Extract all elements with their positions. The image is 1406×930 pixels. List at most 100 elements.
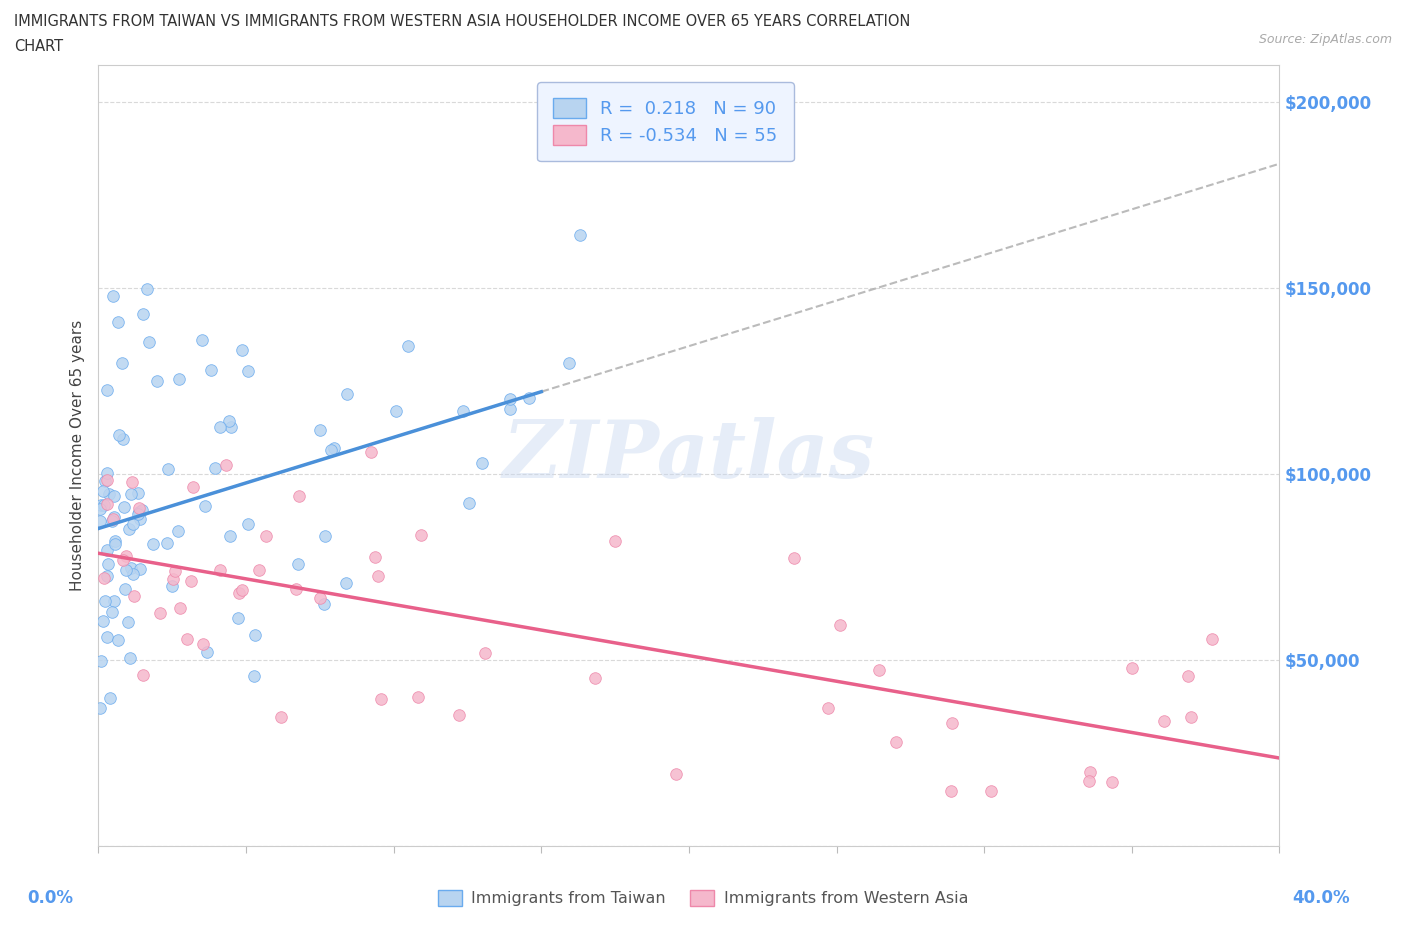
Text: IMMIGRANTS FROM TAIWAN VS IMMIGRANTS FROM WESTERN ASIA HOUSEHOLDER INCOME OVER 6: IMMIGRANTS FROM TAIWAN VS IMMIGRANTS FRO… (14, 14, 911, 29)
Point (103, 288, 125, 303)
Point (194, 498, 217, 513)
Point (319, 443, 342, 458)
Point (97, 557, 120, 572)
Text: 0.0%: 0.0% (28, 889, 73, 908)
Point (370, 691, 392, 706)
Point (517, 390, 540, 405)
Y-axis label: Householder Income Over 65 years: Householder Income Over 65 years (70, 320, 86, 591)
Point (142, 537, 165, 551)
Point (408, 689, 430, 704)
Point (115, 563, 138, 578)
Point (166, 524, 188, 538)
Point (128, 512, 150, 526)
Point (96, 497, 118, 512)
Point (828, 618, 851, 632)
Point (884, 735, 907, 750)
Point (89, 501, 111, 516)
Point (254, 529, 277, 544)
Text: CHART: CHART (14, 39, 63, 54)
Point (103, 488, 125, 503)
Point (868, 662, 890, 677)
Point (396, 339, 419, 353)
Point (1177, 668, 1199, 683)
Point (204, 461, 226, 476)
Point (335, 576, 357, 591)
Point (91, 484, 114, 498)
Point (117, 614, 139, 629)
Point (309, 591, 332, 605)
Point (169, 601, 191, 616)
Point (156, 461, 179, 476)
Point (111, 355, 134, 370)
Point (132, 307, 155, 322)
Point (180, 574, 202, 589)
Point (228, 586, 250, 601)
Point (1201, 631, 1223, 646)
Point (447, 708, 470, 723)
Point (96, 629, 118, 644)
Point (96, 466, 118, 481)
Point (471, 456, 494, 471)
Point (120, 651, 142, 666)
Point (980, 783, 1002, 798)
Point (93, 571, 115, 586)
Point (665, 766, 688, 781)
Point (176, 631, 198, 646)
Point (219, 528, 242, 543)
Point (90, 654, 112, 669)
Point (941, 715, 963, 730)
Point (98, 690, 121, 705)
Point (817, 700, 839, 715)
Point (138, 335, 160, 350)
Point (163, 564, 186, 578)
Point (91, 614, 114, 629)
Point (360, 445, 382, 459)
Point (236, 517, 259, 532)
Point (120, 561, 142, 576)
Point (103, 593, 125, 608)
Point (114, 549, 136, 564)
Point (114, 581, 136, 596)
Point (107, 314, 129, 329)
Point (236, 364, 259, 379)
Point (1180, 710, 1202, 724)
Point (89, 513, 111, 528)
Point (208, 419, 231, 434)
Point (309, 422, 332, 437)
Point (103, 510, 125, 525)
Point (160, 578, 183, 593)
Point (226, 610, 249, 625)
Point (215, 458, 238, 472)
Point (287, 557, 309, 572)
Point (605, 533, 627, 548)
Text: ZIPatlas: ZIPatlas (503, 417, 875, 495)
Point (131, 502, 153, 517)
Point (124, 588, 146, 603)
Legend: Immigrants from Taiwan, Immigrants from Western Asia: Immigrants from Taiwan, Immigrants from … (432, 884, 974, 912)
Point (135, 282, 157, 297)
Point (103, 534, 125, 549)
Point (191, 637, 214, 652)
Point (558, 355, 581, 370)
Point (367, 569, 389, 584)
Point (458, 496, 481, 511)
Point (243, 628, 266, 643)
Point (107, 632, 129, 647)
Point (499, 402, 522, 417)
Point (231, 582, 253, 597)
Point (112, 552, 135, 567)
Point (96, 383, 118, 398)
Point (120, 486, 142, 501)
Point (146, 374, 169, 389)
Point (118, 522, 141, 537)
Point (149, 605, 172, 620)
Point (96, 472, 118, 487)
Point (200, 363, 222, 378)
Point (128, 504, 150, 519)
Point (94, 593, 117, 608)
Point (1153, 713, 1175, 728)
Legend: R =  0.218   N = 90, R = -0.534   N = 55: R = 0.218 N = 90, R = -0.534 N = 55 (537, 82, 793, 162)
Point (100, 513, 122, 528)
Point (474, 645, 496, 660)
Point (1121, 660, 1143, 675)
